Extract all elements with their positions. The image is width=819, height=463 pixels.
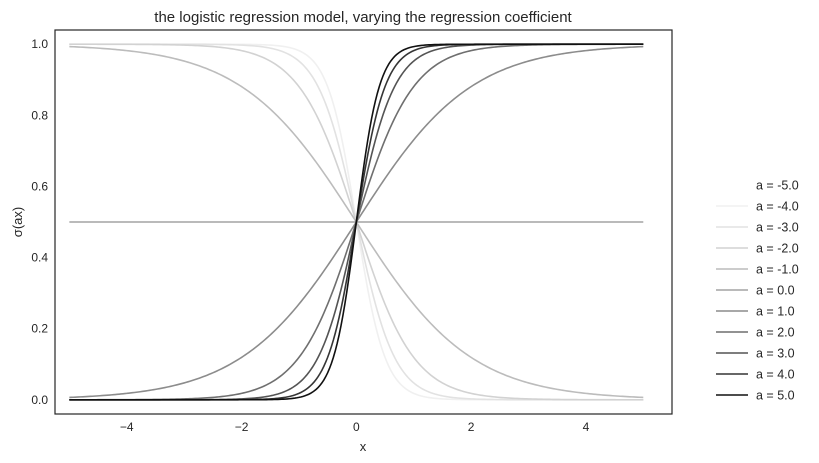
series-line-10 xyxy=(69,43,644,401)
legend-entry-label: a = -2.0 xyxy=(756,242,799,256)
legend-entry-label: a = 4.0 xyxy=(756,368,795,382)
y-axis-label: σ(ax) xyxy=(10,207,25,237)
legend-entry-label: a = 0.0 xyxy=(756,284,795,298)
series-layer xyxy=(69,43,644,401)
plot-frame xyxy=(54,29,673,415)
legend-entry-label: a = 5.0 xyxy=(756,389,795,403)
x-tick-label: 0 xyxy=(353,420,360,434)
y-tick-label: 0.0 xyxy=(31,393,48,407)
legend-entry-label: a = 1.0 xyxy=(756,305,795,319)
x-axis-label: x xyxy=(360,439,367,454)
x-tick-label: 2 xyxy=(468,420,475,434)
legend: a = -5.0 a = -4.0 a = -3.0 a = -2.0 a = -1.0… xyxy=(716,179,799,403)
legend-entry-label: a = -5.0 xyxy=(756,179,799,193)
legend-entry-label: a = -4.0 xyxy=(756,200,799,214)
y-tick-label: 0.8 xyxy=(31,108,48,122)
legend-entry-label: a = -1.0 xyxy=(756,263,799,277)
legend-entry-label: a = 3.0 xyxy=(756,347,795,361)
x-tick-label: −2 xyxy=(235,420,249,434)
x-tick-label: −4 xyxy=(120,420,134,434)
chart-title: the logistic regression model, varying t… xyxy=(154,9,572,26)
legend-entry-label: a = -3.0 xyxy=(756,221,799,235)
y-axis-ticks: 0.0 0.2 0.4 0.6 0.8 1.0 xyxy=(31,37,48,407)
y-tick-label: 0.2 xyxy=(31,322,48,336)
y-tick-label: 1.0 xyxy=(31,37,48,51)
plot-area xyxy=(54,29,673,415)
legend-entry-label: a = 2.0 xyxy=(756,326,795,340)
x-tick-label: 4 xyxy=(583,420,590,434)
y-tick-label: 0.4 xyxy=(31,251,48,265)
y-tick-label: 0.6 xyxy=(31,179,48,193)
x-axis-ticks: −4 −2 0 2 4 xyxy=(120,420,590,434)
